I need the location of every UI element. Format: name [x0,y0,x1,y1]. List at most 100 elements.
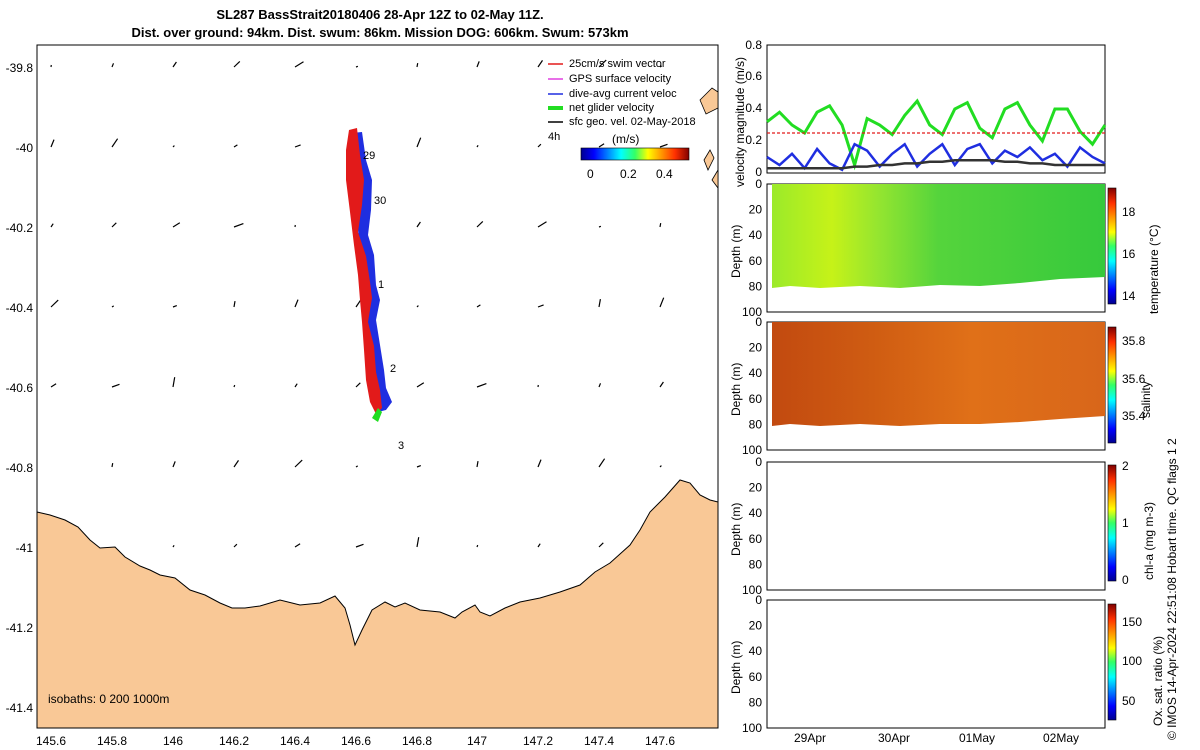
current-arrow [476,304,481,308]
vel-ytick: 0.2 [745,133,762,147]
current-arrow [233,60,241,68]
vel-ytick: 0 [755,165,762,179]
depth-ytick: 0 [755,593,762,607]
lon-tick: 146.6 [341,734,371,748]
current-arrow [537,459,542,468]
lon-tick: 147 [467,734,487,748]
chla-panel: 0 1 2 chl-a (mg m-3) [766,459,1156,591]
current-arrow [659,143,668,148]
temperature-field [772,184,1105,288]
depth-ytick: 100 [742,721,762,735]
depth-ytick: 60 [749,670,763,684]
lon-tick: 147.6 [645,734,675,748]
salinity-colorbar [1107,326,1117,444]
surface-current-arrows [50,59,668,548]
lon-tick: 147.4 [584,734,614,748]
sal-cbar-tick: 35.6 [1122,372,1146,386]
time-xtick: 01May [959,731,995,745]
current-arrow [537,221,547,228]
oxy-cbar-label: Ox. sat. ratio (%) [1151,636,1165,726]
colorbar-tick-0: 0 [587,167,594,181]
profile-panels: 14 16 18 temperature (°C) 35.4 35.6 35.8… [729,177,1165,745]
current-arrow [50,139,55,148]
lon-tick: 147.2 [523,734,553,748]
current-arrow [294,299,299,308]
current-arrow [233,300,236,308]
depth-ylabel: Depth (m) [729,225,743,278]
figure-title-line2: Dist. over ground: 94km. Dist. swum: 86k… [131,25,629,40]
lat-tick: -40.8 [6,461,34,475]
current-arrow [355,543,364,548]
map-legend: 25cm/s swim vector GPS surface velocity … [548,58,696,181]
map-latitude-ticks: -39.8 -40 -40.2 -40.4 -40.6 -40.8 -41 -4… [6,61,34,715]
current-arrow [659,222,662,228]
current-arrow [111,462,114,468]
current-arrow [416,382,425,388]
sal-cbar-tick: 35.4 [1122,409,1146,423]
current-arrow [476,544,479,548]
current-arrow [659,465,662,468]
current-arrow [416,137,422,148]
lat-tick: -41 [16,541,34,555]
depth-ytick: 40 [749,366,763,380]
current-arrow [233,460,239,468]
legend-label-dive: dive-avg current veloc [569,88,677,100]
depth-ytick: 20 [749,203,763,217]
colorbar-unit: (m/s) [612,132,639,146]
depth-ytick: 20 [749,341,763,355]
day-label-2: 2 [390,363,396,375]
oxy-cbar-tick: 150 [1122,615,1142,629]
velocity-panel: 0 0.2 0.4 0.6 0.8 velocity magnitude (m/… [733,38,1107,187]
depth-ytick: 20 [749,481,763,495]
velocity-series [766,98,1107,172]
current-arrow [294,61,304,68]
current-arrow [111,305,115,308]
colorbar-tick-2: 0.4 [656,167,673,181]
depth-ylabel: Depth (m) [729,641,743,694]
depth-ytick: 100 [742,305,762,319]
current-arrow [50,383,57,388]
temp-cbar-tick: 18 [1122,205,1136,219]
vel-ytick: 0.8 [745,38,762,52]
legend-label-sfc: sfc geo. vel. 02-May-2018 [569,116,696,128]
current-arrow [598,458,606,468]
oxy-cbar-tick: 100 [1122,654,1142,668]
current-arrow [416,465,422,468]
depth-ytick: 0 [755,315,762,329]
sal-cbar-label: salinity [1139,381,1153,418]
current-arrow [172,544,175,548]
lon-tick: 146.4 [280,734,310,748]
current-arrow [659,297,665,308]
day-label-29: 29 [363,150,375,162]
sal-cbar-tick: 35.8 [1122,334,1146,348]
current-arrow [294,459,303,468]
current-arrow [537,543,541,548]
current-arrow [476,144,479,148]
island-east [699,87,719,115]
depth-ytick: 60 [749,254,763,268]
colorbar-tick-1: 0.2 [620,167,637,181]
legend-label-net: net glider velocity [569,102,654,114]
figure-title-line1: SL287 BassStrait20180406 28-Apr 12Z to 0… [216,7,544,22]
depth-ytick: 40 [749,228,763,242]
current-arrow [476,220,484,228]
island-east-2 [703,149,715,171]
chla-cbar-label: chl-a (mg m-3) [1142,502,1156,580]
current-arrow [416,537,420,548]
current-arrow [659,381,664,388]
current-arrow [294,383,298,388]
current-arrow [476,460,479,468]
current-arrow [537,143,542,148]
time-xtick: 29Apr [794,731,826,745]
current-arrow [598,59,607,68]
current-arrow [294,543,301,548]
lat-tick: -40.6 [6,381,34,395]
isobaths-label: isobaths: 0 200 1000m [48,692,169,706]
day-label-1: 1 [378,279,384,291]
current-arrow [598,383,602,388]
current-arrow [172,61,177,68]
current-arrow [416,305,419,308]
lon-tick: 145.6 [36,734,66,748]
glider-swim-vector-track [346,128,382,414]
chla-cbar-tick: 1 [1122,516,1129,530]
